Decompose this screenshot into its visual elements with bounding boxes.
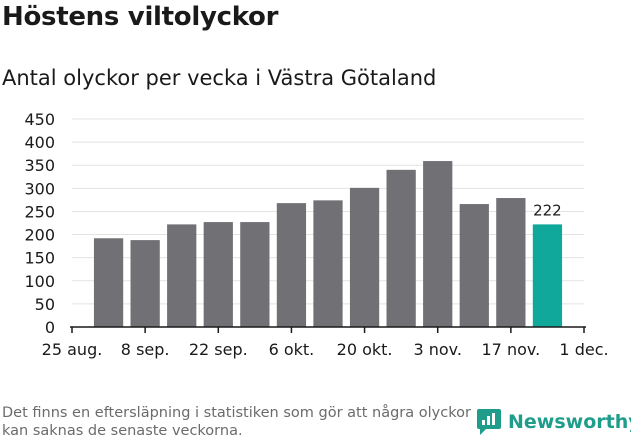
chart-subtitle: Antal olyckor per vecka i Västra Götalan… [2, 66, 437, 90]
bar [93, 238, 124, 327]
bar [423, 161, 453, 327]
x-tick-label: 25 aug. [42, 340, 103, 359]
bar [167, 224, 197, 327]
brand-logo[interactable]: Newsworthy [476, 406, 631, 438]
y-tick-label: 0 [45, 318, 55, 337]
x-tick-label: 20 okt. [337, 340, 393, 359]
bar [276, 203, 307, 327]
y-tick-label: 100 [24, 272, 55, 291]
y-tick-label: 400 [24, 133, 55, 152]
bar [240, 222, 270, 327]
y-tick-label: 350 [24, 156, 55, 175]
bar [459, 204, 489, 327]
x-tick-label: 22 sep. [189, 340, 248, 359]
bar [203, 222, 233, 327]
x-tick-label: 1 dec. [559, 340, 608, 359]
chart-title: Höstens viltolyckor [2, 2, 279, 32]
newsworthy-logo-icon [477, 409, 501, 435]
bar [130, 240, 160, 327]
bar-chart: 0 50 100 150 200 250 300 350 400 450 222 25 aug. 8 s… [24, 110, 608, 359]
brand-name: Newsworthy [508, 411, 631, 433]
x-tick-label: 6 okt. [269, 340, 315, 359]
y-tick-label: 300 [24, 179, 55, 198]
bar [386, 169, 416, 327]
footnote: Det finns en eftersläpning i statistiken… [2, 405, 471, 439]
x-tick-label: 17 nov. [482, 340, 541, 359]
y-tick-label: 200 [24, 226, 55, 245]
y-tick-label: 450 [24, 110, 55, 129]
bar [313, 200, 343, 327]
bar [496, 198, 526, 327]
x-tick-label: 8 sep. [121, 340, 170, 359]
data-label: 222 [533, 201, 562, 219]
y-tick-label: 50 [35, 295, 55, 314]
bar [532, 224, 563, 327]
y-tick-label: 250 [24, 202, 55, 221]
y-tick-label: 150 [24, 249, 55, 268]
bar [349, 187, 380, 327]
x-tick-label: 3 nov. [413, 340, 462, 359]
